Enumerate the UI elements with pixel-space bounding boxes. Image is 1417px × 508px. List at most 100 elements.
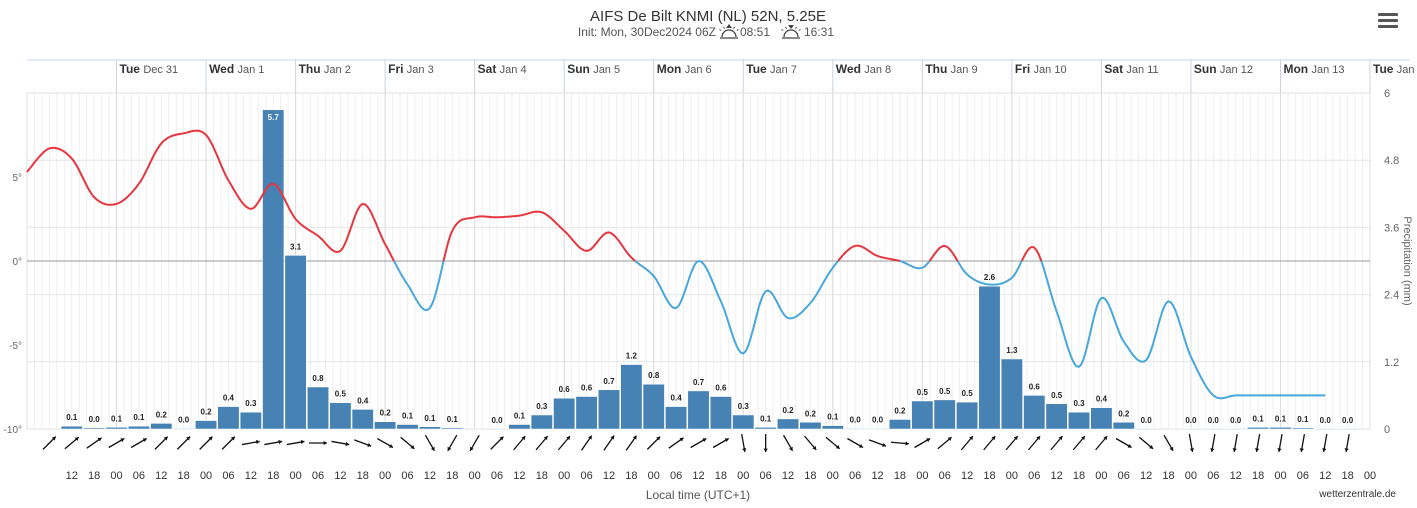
precip-bar xyxy=(217,406,240,430)
precip-value-label: 0.0 xyxy=(491,416,503,425)
y-right-tick-label: 6 xyxy=(1384,88,1390,100)
wind-arrow xyxy=(447,434,458,452)
precip-value-label: 0.0 xyxy=(1141,416,1153,425)
wind-arrow xyxy=(535,435,549,451)
wind-arrow xyxy=(1299,434,1306,452)
hour-tick-label: 06 xyxy=(939,470,951,482)
precip-value-label: 0.1 xyxy=(133,413,145,422)
precip-value-label: 0.0 xyxy=(178,415,190,424)
precip-bar xyxy=(889,419,911,430)
precip-bar xyxy=(60,425,83,430)
precip-bar xyxy=(1247,427,1270,430)
y-left-tick-label: 0° xyxy=(12,257,22,268)
precip-bar xyxy=(777,418,799,430)
precip-bar xyxy=(396,424,419,430)
wind-arrow xyxy=(1254,434,1261,452)
hamburger-menu-icon[interactable] xyxy=(1376,10,1400,32)
hour-tick-label: 00 xyxy=(558,470,570,482)
wind-arrow xyxy=(603,435,615,451)
precip-value-label: 0.6 xyxy=(1029,382,1041,391)
precip-value-label: 0.1 xyxy=(111,414,123,423)
hour-tick-label: 06 xyxy=(760,470,772,482)
hour-tick-label: 06 xyxy=(222,470,234,482)
day-label: Sat Jan 11 xyxy=(1104,62,1158,76)
y-right-axis-label: Precipitation (mm) xyxy=(1401,216,1413,305)
precip-value-label: 0.8 xyxy=(312,374,324,383)
precip-bar xyxy=(821,425,844,430)
wind-arrow xyxy=(557,435,571,451)
precip-value-label: 0.5 xyxy=(335,390,347,399)
hour-tick-label: 06 xyxy=(670,470,682,482)
hour-tick-label: 18 xyxy=(1073,470,1085,482)
hour-tick-label: 00 xyxy=(1185,470,1197,482)
precip-value-label: 0.2 xyxy=(805,409,817,418)
hour-tick-label: 18 xyxy=(1252,470,1264,482)
precip-value-label: 0.7 xyxy=(603,377,615,386)
wind-arrow xyxy=(354,439,372,447)
day-label: Tue Jan 14 xyxy=(1373,62,1417,76)
hour-tick-label: 00 xyxy=(1095,470,1107,482)
wind-arrow xyxy=(804,435,817,451)
y-left-tick-label: -10° xyxy=(4,425,22,436)
wind-arrow xyxy=(890,441,909,446)
wind-arrow xyxy=(1072,435,1086,451)
precip-bar xyxy=(933,399,956,430)
precip-value-label: 0.4 xyxy=(223,394,235,403)
precip-value-label: 0.0 xyxy=(89,415,101,424)
hour-tick-label: 18 xyxy=(804,470,816,482)
hour-tick-label: 12 xyxy=(334,470,346,482)
precip-value-label: 0.0 xyxy=(850,415,862,424)
precip-value-label: 0.2 xyxy=(894,406,906,415)
precip-bar xyxy=(1068,411,1090,430)
precip-bar xyxy=(1090,407,1113,430)
temperature-line-above-zero xyxy=(837,244,901,262)
hour-tick-label: 06 xyxy=(133,470,145,482)
precip-value-label: 0.5 xyxy=(917,388,929,397)
wind-arrow xyxy=(782,434,794,452)
precip-value-label: 0.0 xyxy=(1185,416,1197,425)
sunrise-time: 08:51 xyxy=(740,25,770,39)
wind-arrow xyxy=(1344,434,1350,452)
precip-value-label: 0.1 xyxy=(1297,415,1309,424)
precip-value-label: 0.1 xyxy=(827,413,839,422)
wind-arrow xyxy=(914,437,931,449)
precip-value-label: 0.1 xyxy=(447,415,459,424)
precip-bar xyxy=(418,426,441,430)
hour-tick-label: 00 xyxy=(110,470,122,482)
wind-arrow xyxy=(580,435,593,451)
precip-bar xyxy=(307,386,329,430)
hour-tick-label: 00 xyxy=(737,470,749,482)
precip-value-label: 0.5 xyxy=(939,387,951,396)
precip-bar xyxy=(575,396,598,430)
precip-value-label: 0.1 xyxy=(424,414,436,423)
hour-tick-label: 06 xyxy=(1207,470,1219,482)
precip-bar xyxy=(620,364,643,430)
day-label: Wed Jan 1 xyxy=(209,62,264,76)
precip-bar xyxy=(709,396,732,430)
temperature-line-below-zero xyxy=(698,260,839,355)
precip-bar xyxy=(1314,428,1337,430)
wind-arrow xyxy=(1005,435,1019,451)
temperature-line-above-zero xyxy=(442,210,636,262)
precip-value-label: 2.6 xyxy=(984,273,996,282)
wind-arrow xyxy=(690,437,707,449)
precip-bar xyxy=(262,109,285,430)
precip-value-label: 0.7 xyxy=(693,378,705,387)
y-right-tick-label: 0 xyxy=(1384,424,1390,436)
hour-tick-label: 18 xyxy=(267,470,279,482)
hour-tick-label: 18 xyxy=(178,470,190,482)
wind-arrow xyxy=(712,437,730,449)
wind-arrow xyxy=(108,437,125,449)
hour-tick-label: 18 xyxy=(88,470,100,482)
precip-bar xyxy=(687,390,710,430)
wind-arrow xyxy=(400,436,415,450)
precip-value-label: 0.0 xyxy=(1230,416,1242,425)
hour-tick-label: 06 xyxy=(491,470,503,482)
wind-arrow xyxy=(490,436,504,450)
hour-tick-label: 18 xyxy=(446,470,458,482)
precip-bar xyxy=(866,428,889,430)
precip-bar xyxy=(754,427,777,430)
day-label: Sun Jan 5 xyxy=(567,62,620,76)
wind-arrow xyxy=(1027,435,1041,451)
hour-tick-label: 00 xyxy=(200,470,212,482)
